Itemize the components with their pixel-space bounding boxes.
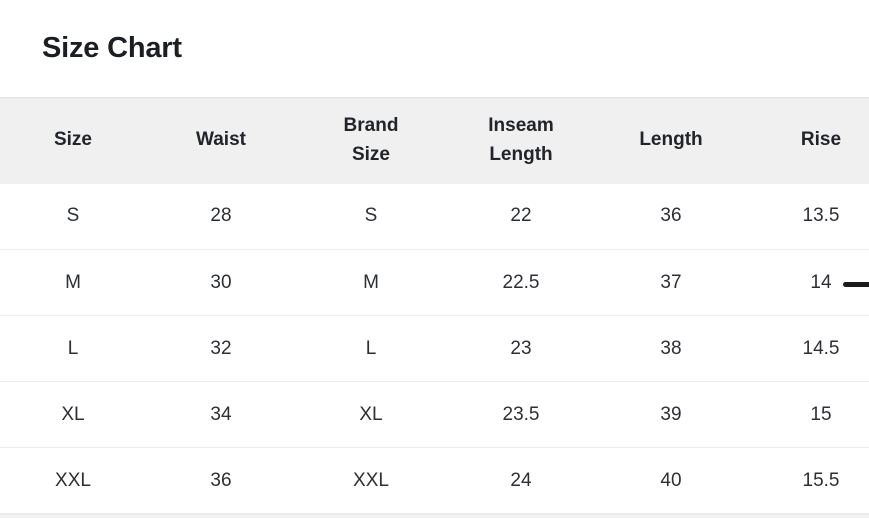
page-title: Size Chart — [42, 32, 182, 64]
column-header-label: Length — [639, 129, 703, 151]
size-chart-table: Size Waist Brand Size Inseam Length Leng… — [0, 97, 869, 514]
cell-brand-size: L — [365, 337, 377, 359]
cell-size: M — [65, 271, 81, 293]
cell-waist: 34 — [210, 403, 232, 425]
cell-size: S — [66, 205, 80, 227]
cell-waist: 30 — [210, 271, 232, 293]
table-row-xxl: XXL 36 XXL 24 40 15.5 — [0, 448, 869, 514]
cell-length: 36 — [660, 205, 682, 227]
column-header-label: Size — [53, 129, 93, 151]
cell-brand-size: S — [364, 205, 378, 227]
table-row-m: M 30 M 22.5 37 14 — [0, 250, 869, 316]
table-row-s: S 28 S 22 36 13.5 — [0, 184, 869, 250]
header-row: Size Waist Brand Size Inseam Length Leng… — [0, 97, 869, 184]
column-header-label: Rise — [800, 129, 842, 151]
cell-inseam-length: 22.5 — [502, 271, 540, 293]
cell-waist: 32 — [210, 337, 232, 359]
cell-length: 40 — [660, 469, 682, 491]
title-bar: Size Chart — [0, 0, 869, 97]
cell-length: 37 — [660, 271, 682, 293]
cell-rise: 14 — [810, 271, 832, 293]
cell-length: 38 — [660, 337, 682, 359]
column-header-label: Inseam Length — [488, 114, 554, 165]
column-header-length: Length — [596, 98, 746, 184]
table-scroll-container[interactable]: Size Waist Brand Size Inseam Length Leng… — [0, 97, 869, 514]
cell-length: 39 — [660, 403, 682, 425]
table-row-xl: XL 34 XL 23.5 39 15 — [0, 382, 869, 448]
cell-rise: 15 — [810, 403, 832, 425]
column-header-rise: Rise — [746, 98, 869, 184]
column-header-inseam-length: Inseam Length — [446, 98, 596, 184]
cell-size: L — [67, 337, 79, 359]
next-section-edge — [0, 514, 869, 518]
cell-rise: 13.5 — [802, 205, 840, 227]
cell-inseam-length: 23.5 — [502, 403, 540, 425]
cell-rise: 15.5 — [802, 469, 840, 491]
column-header-label: Brand Size — [343, 114, 399, 165]
column-header-brand-size: Brand Size — [296, 98, 446, 184]
cell-inseam-length: 24 — [510, 469, 532, 491]
cell-brand-size: XL — [359, 403, 383, 425]
cell-size: XXL — [55, 469, 91, 491]
cell-waist: 28 — [210, 205, 232, 227]
cell-inseam-length: 23 — [510, 337, 532, 359]
cell-brand-size: M — [363, 271, 379, 293]
dash-marker — [843, 282, 869, 287]
cell-rise: 14.5 — [802, 337, 840, 359]
cell-waist: 36 — [210, 469, 232, 491]
column-header-size: Size — [0, 98, 146, 184]
cell-size: XL — [61, 403, 85, 425]
cell-inseam-length: 22 — [510, 205, 532, 227]
column-header-label: Waist — [196, 129, 246, 151]
column-header-waist: Waist — [146, 98, 296, 184]
cell-brand-size: XXL — [353, 469, 389, 491]
table-row-l: L 32 L 23 38 14.5 — [0, 316, 869, 382]
